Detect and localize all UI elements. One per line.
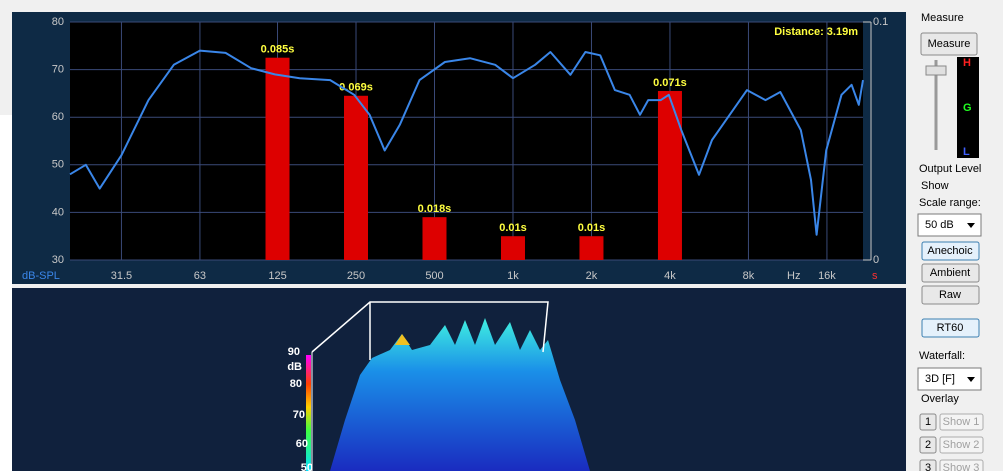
distance-annotation: Distance: 3.19m [774,26,858,38]
bar-value-label: 0.071s [653,77,687,89]
z-tick-label: 50 [301,462,313,471]
y-tick-label: 50 [52,159,64,171]
group-label: Measure [921,12,964,24]
field-label: Scale range: [919,197,981,209]
button-label: Ambient [930,267,970,279]
overlay-number-button[interactable] [919,459,937,471]
field-label: Waterfall: [919,350,965,362]
x-unit-label: Hz [787,270,800,282]
group-label: Overlay [921,393,959,405]
waterfall-axis-labels: 90 80 70 60 50 dB [287,346,313,471]
button-label: RT60 [937,322,964,334]
button-label: Show 2 [943,439,980,451]
z-tick-label: 80 [290,378,302,390]
overlay-show-button[interactable] [939,413,984,431]
x-tick-label: 31.5 [111,270,132,282]
waterfall-select[interactable] [917,367,982,391]
overlay-show-button[interactable] [939,436,984,454]
response-line [69,49,864,236]
x-tick-label: 63 [194,270,206,282]
z-tick-label: 90 [288,346,300,358]
color-scale [306,355,311,471]
x-tick-label: 250 [347,270,365,282]
rt60-bar [422,217,447,260]
y-tick-label: 60 [52,111,64,123]
scale-range-select[interactable] [917,213,982,237]
x-tick-label: 2k [586,270,598,282]
button-label: Raw [939,289,961,301]
button-label: 1 [925,416,931,428]
z-tick-label: 60 [296,438,308,450]
select-value: 50 dB [925,219,954,231]
rt60-button[interactable] [921,318,980,338]
x-tick-label: 125 [268,270,286,282]
y-tick-label: 70 [52,64,64,76]
overlay-show-button[interactable] [939,459,984,471]
button-label: 2 [925,439,931,451]
x-tick-label: 500 [425,270,443,282]
x-tick-label: 4k [664,270,676,282]
y2-tick-label: 0.1 [873,16,888,28]
dropdown-arrow [967,377,975,382]
y-tick-label: 40 [52,206,64,218]
x-tick-label: 16k [818,270,836,282]
bar-value-label: 0.01s [578,222,606,234]
y2-unit-label: s [872,270,878,282]
select-value: 3D [F] [925,373,955,385]
dropdown-arrow [967,223,975,228]
anechoic-button[interactable] [921,241,980,261]
measure-button[interactable] [920,32,978,56]
rt60-bar [657,91,682,261]
bar-value-label: 0.01s [499,222,527,234]
overlay-buttons: 1 Show 1 2 Show 2 3 Show 3 [919,413,984,471]
z-unit-label: dB [287,361,302,373]
rt60-bar [500,236,525,260]
button-label: Measure [928,38,971,50]
bar-value-label: 0.085s [261,44,295,56]
x-tick-label: 1k [507,270,519,282]
overlay-number-button[interactable] [919,413,937,431]
rt60-bar [265,57,290,261]
ambient-button[interactable] [921,263,980,283]
bar-value-label: 0.018s [418,203,452,215]
waterfall-surface [330,318,590,471]
meter-label: L [963,146,970,158]
slider-thumb[interactable] [925,65,947,76]
y2-tick-label: 0 [873,254,879,266]
meter-label: H [963,57,971,69]
y-axis-label: dB-SPL [22,270,60,282]
rt60-bar [579,236,604,260]
level-meter [957,57,979,158]
button-label: Show 3 [943,462,980,471]
waterfall-box [311,301,549,360]
button-label: Show 1 [943,416,980,428]
y-tick-label: 30 [52,254,64,266]
meter-label: G [963,102,972,114]
x-tick-label: 8k [743,270,755,282]
overlay-number-button[interactable] [919,436,937,454]
left-window-edge [0,115,12,471]
button-label: 3 [925,462,931,471]
plot-area [70,22,863,260]
z-tick-label: 70 [293,409,305,421]
rt60-bar [344,95,369,260]
waterfall-peak [395,334,410,345]
raw-button[interactable] [921,285,980,305]
group-label: Show [921,180,949,192]
output-level-label: Output Level [919,163,981,175]
y-tick-label: 80 [52,16,64,28]
control-panel: Measure Measure H G L Output Level Show … [917,12,984,471]
button-label: Anechoic [927,245,973,257]
chart: 30 40 50 60 70 80 31.5 63 125 250 500 1k 2k 4k 8k 16k 0 0… [52,16,889,282]
